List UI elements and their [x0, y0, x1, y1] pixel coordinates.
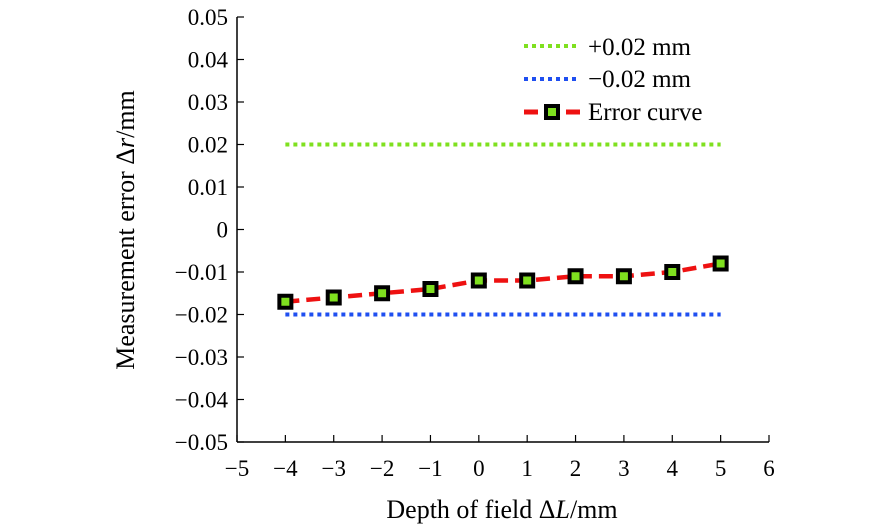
series-markers — [277, 255, 729, 310]
series-lines — [285, 142, 722, 317]
legend-swatch-error-marker — [544, 104, 560, 120]
y-tick-label: −0.04 — [175, 388, 229, 413]
y-tick-label: −0.02 — [175, 303, 228, 328]
legend-label-minus: −0.02 mm — [588, 66, 692, 93]
y-tick-labels: 0.05 0.04 0.03 0.02 0.01 0 −0.01 −0.02 −0.03 −0.0… — [175, 5, 229, 455]
x-axis-label-prefix: Depth of field Δ — [386, 495, 555, 524]
y-axis-label-prefix: Measurement error Δ — [111, 148, 140, 370]
x-tick-label: −4 — [273, 456, 298, 481]
x-tick-label: 5 — [715, 456, 727, 481]
legend: +0.02 mm −0.02 mm Error curve — [524, 34, 703, 126]
y-tick-label: −0.05 — [175, 430, 228, 455]
y-tick-label: 0.01 — [188, 175, 228, 200]
error-curve-marker — [277, 293, 294, 310]
x-tick-label: 1 — [521, 456, 533, 481]
error-curve-marker — [422, 281, 439, 297]
error-curve-marker — [664, 264, 681, 280]
y-tick-label: −0.03 — [175, 345, 228, 370]
y-tick-label: 0.02 — [188, 133, 228, 158]
y-tick-label: 0.03 — [188, 90, 228, 115]
x-tick-labels: −5 −4 −3 −2 −1 0 1 2 3 4 5 6 — [225, 456, 775, 481]
error-curve-marker — [325, 289, 342, 306]
error-curve-marker — [519, 272, 536, 289]
x-tick-label: −3 — [321, 456, 345, 481]
x-axis-label-italic: L — [554, 495, 569, 524]
x-tick-label: 3 — [618, 456, 630, 481]
x-tick-label: −1 — [418, 456, 442, 481]
error-curve-marker — [567, 268, 584, 285]
x-tick-label: 2 — [570, 456, 582, 481]
y-axis-label-italic: r — [111, 137, 140, 148]
x-tick-label: 4 — [667, 456, 679, 481]
x-tick-label: −5 — [225, 456, 249, 481]
series-line-2 — [285, 261, 722, 304]
x-axis-label-suffix: /mm — [570, 495, 618, 524]
error-curve-marker — [712, 255, 729, 272]
y-tick-label: 0 — [217, 218, 229, 243]
y-axis-label-suffix: /mm — [111, 90, 140, 138]
y-tick-label: −0.01 — [175, 260, 228, 285]
x-axis-label: Depth of field ΔL/mm — [386, 495, 617, 524]
y-tick-label: 0.04 — [188, 48, 229, 73]
error-curve-marker — [615, 268, 632, 285]
error-curve-marker — [470, 272, 487, 289]
y-axis-label: Measurement error Δr/mm — [111, 90, 140, 370]
x-tick-label: 6 — [763, 456, 775, 481]
y-tick-label: 0.05 — [188, 5, 228, 30]
tick-marks — [236, 16, 770, 443]
legend-label-plus: +0.02 mm — [588, 34, 692, 61]
legend-label-error: Error curve — [588, 99, 703, 126]
x-tick-label: −2 — [370, 456, 394, 481]
error-curve-marker — [374, 285, 391, 302]
x-tick-label: 0 — [473, 456, 485, 481]
